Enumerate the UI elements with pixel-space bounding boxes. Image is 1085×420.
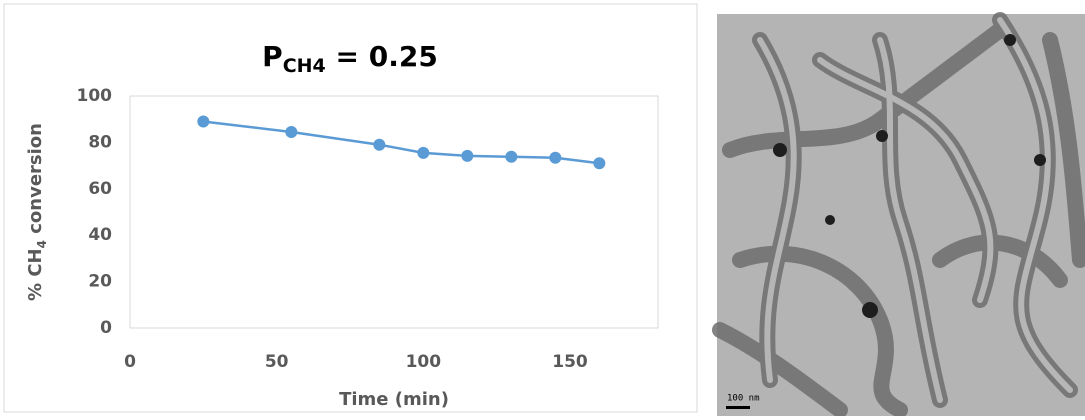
point: [549, 152, 561, 164]
tem-image: 100 nm: [717, 14, 1085, 416]
point: [593, 157, 605, 169]
y-tick-label: 80: [88, 132, 112, 152]
y-axis-label: % CH4 conversion: [25, 123, 49, 301]
x-tick-label: 150: [552, 352, 588, 372]
point: [461, 150, 473, 162]
point: [417, 147, 429, 159]
x-tick-label: 0: [124, 352, 136, 372]
point: [373, 139, 385, 151]
y-tick-label: 40: [88, 225, 112, 245]
y-tick-label: 100: [77, 86, 113, 106]
x-axis-label: Time (min): [339, 389, 449, 410]
scale-label: 100 nm: [727, 394, 760, 404]
point: [285, 126, 297, 138]
point: [197, 116, 209, 128]
y-tick-label: 0: [100, 318, 112, 338]
x-tick-label: 100: [406, 352, 442, 372]
y-tick-label: 60: [88, 179, 112, 199]
page: PCH4 = 0.25 Time (min) % CH4 conversion …: [0, 0, 1085, 416]
point: [505, 151, 517, 163]
y-tick-label: 20: [88, 272, 112, 292]
x-tick-label: 50: [265, 352, 289, 372]
